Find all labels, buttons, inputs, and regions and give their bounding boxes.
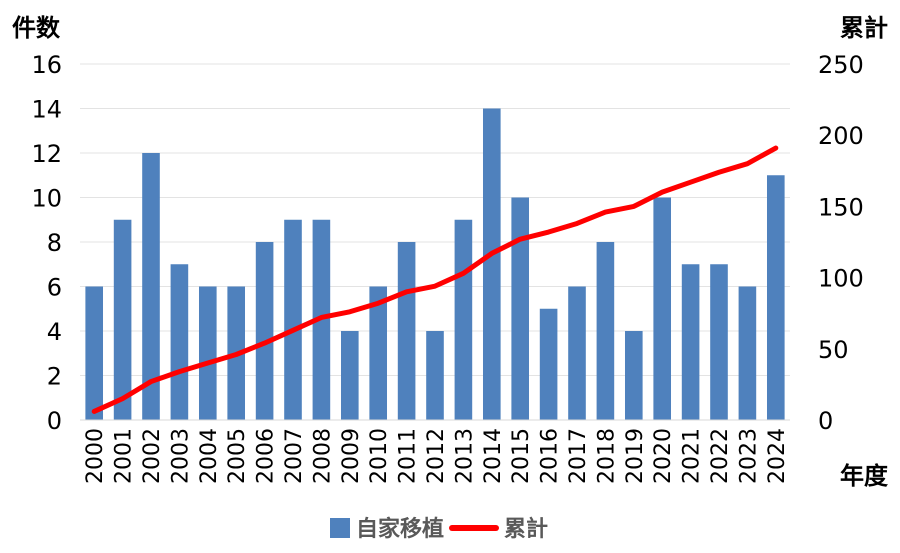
x-tick-label: 2019	[623, 428, 648, 484]
right-tick-label: 50	[818, 336, 849, 364]
bar-2007	[284, 219, 302, 420]
legend-bar-label: 自家移植	[356, 516, 444, 542]
x-tick-label: 2011	[396, 428, 421, 484]
bar-2004	[198, 286, 217, 420]
bar-2017	[568, 286, 586, 420]
x-tick-label: 2006	[254, 428, 279, 484]
bar-2010	[369, 286, 388, 420]
bar-2014	[482, 108, 501, 420]
x-tick-label: 2000	[83, 428, 108, 484]
x-tick-label: 2002	[140, 428, 165, 484]
x-tick-label: 2001	[112, 428, 137, 484]
x-tick-label: 2017	[566, 428, 591, 484]
x-tick-label: 2008	[310, 428, 335, 484]
bar-2023	[738, 286, 757, 420]
bar-2015	[511, 197, 530, 420]
left-tick-label: 12	[31, 140, 62, 168]
x-tick-label: 2015	[509, 428, 534, 484]
bar-2022	[710, 264, 728, 420]
bar-2020	[653, 197, 672, 420]
x-tick-label: 2024	[765, 428, 790, 484]
bar-2021	[681, 264, 700, 420]
bar-2000	[85, 286, 104, 420]
legend-bar-swatch	[330, 518, 350, 538]
cumulative-line-series	[91, 145, 779, 414]
bar-2006	[255, 242, 274, 420]
bar-2016	[539, 308, 558, 420]
right-tick-label: 200	[818, 122, 864, 150]
right-tick-label: 250	[818, 51, 864, 79]
x-tick-label: 2005	[225, 428, 250, 484]
left-tick-label: 2	[47, 363, 62, 391]
bar-2019	[624, 331, 643, 420]
left-tick-label: 4	[47, 318, 62, 346]
bar-2011	[397, 242, 416, 420]
x-tick-label: 2016	[538, 428, 563, 484]
x-tick-label: 2012	[424, 428, 449, 484]
left-tick-label: 14	[31, 96, 62, 124]
bar-2009	[340, 331, 359, 420]
left-tick-label: 16	[31, 51, 62, 79]
left-tick-label: 0	[47, 407, 62, 435]
right-axis-title: 累計	[840, 14, 888, 42]
cumulative-line	[91, 145, 779, 414]
bar-series	[85, 108, 785, 420]
x-axis-title: 年度	[840, 462, 889, 490]
x-tick-label: 2023	[736, 428, 761, 484]
left-tick-label: 10	[31, 185, 62, 213]
bar-2002	[142, 153, 160, 420]
right-tick-label: 150	[818, 193, 864, 221]
left-tick-label: 8	[47, 229, 62, 257]
bar-2018	[596, 242, 615, 420]
x-tick-label: 2007	[282, 428, 307, 484]
x-tick-label: 2014	[481, 428, 506, 484]
left-tick-label: 6	[47, 274, 62, 302]
bar-2024	[766, 175, 785, 420]
x-tick-label: 2018	[594, 428, 619, 484]
x-tick-label: 2022	[708, 428, 733, 484]
x-tick-label: 2020	[651, 428, 676, 484]
x-tick-label: 2010	[367, 428, 392, 484]
right-axis-ticks: 0 50 100 150 200 250	[818, 51, 864, 435]
legend: 自家移植 累計	[330, 516, 548, 542]
x-tick-label: 2009	[339, 428, 364, 484]
legend-line-label: 累計	[504, 516, 548, 542]
bar-2013	[454, 219, 473, 420]
bar-2012	[426, 331, 444, 420]
x-tick-label: 2013	[452, 428, 477, 484]
bar-2001	[113, 219, 132, 420]
x-tick-label: 2021	[680, 428, 705, 484]
x-tick-label: 2003	[168, 428, 193, 484]
left-axis-title: 件数	[12, 14, 61, 42]
right-tick-label: 0	[818, 407, 833, 435]
x-axis-ticks: 2000 2001 2002 2003 2004 2005 2006 2007 2008 2009…	[83, 428, 790, 484]
bar-2003	[170, 264, 189, 420]
right-tick-label: 100	[818, 265, 864, 293]
left-axis-ticks: 0 2 4 6 8 10 12 14 16	[31, 51, 62, 435]
x-tick-label: 2004	[197, 428, 222, 484]
